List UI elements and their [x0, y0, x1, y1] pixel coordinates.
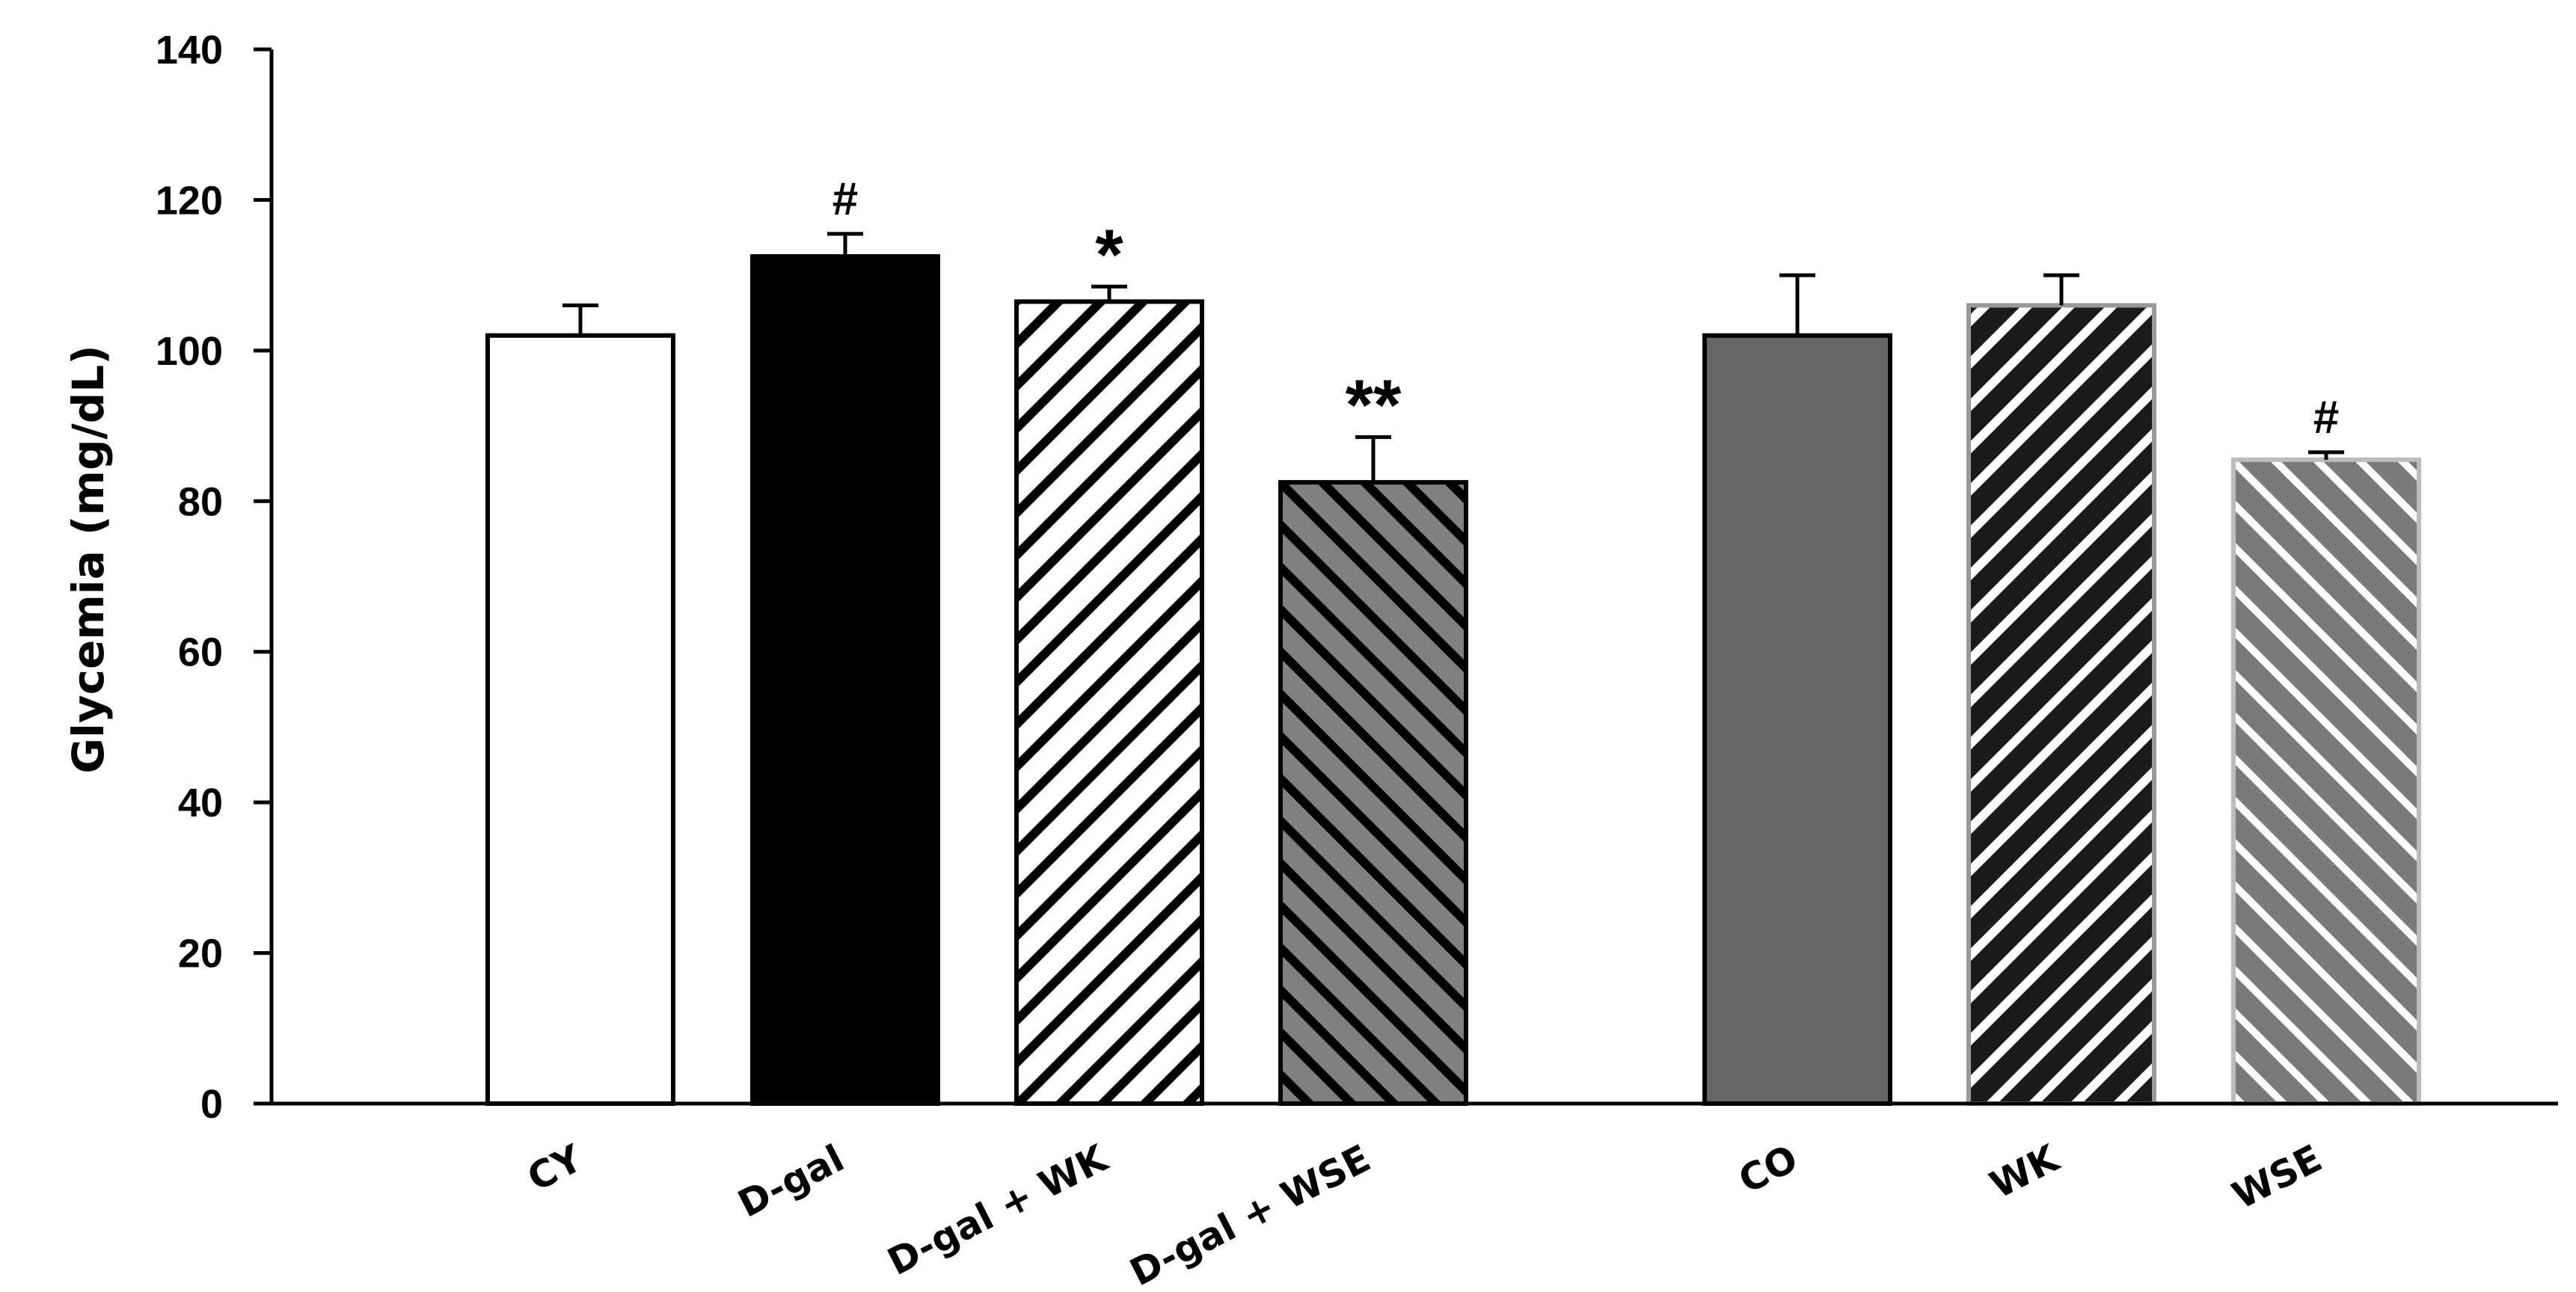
y-tick-label: 80 — [178, 479, 223, 524]
x-axis-labels: CY D-gal D-gal + WK D-gal + WSE CO WK WSE — [521, 1136, 2328, 1292]
y-tick-label: 140 — [156, 28, 223, 73]
error-bars — [562, 232, 2344, 483]
bar-cy — [485, 333, 675, 1107]
significance-mark: ** — [1346, 366, 1402, 446]
y-tick-label: 20 — [178, 932, 223, 976]
bar-d-gal — [750, 253, 940, 1107]
bar-wse — [2231, 457, 2421, 1106]
x-tick-label: D-gal + WK — [881, 1136, 1116, 1284]
x-tick-label: WK — [1983, 1136, 2067, 1207]
bars — [485, 253, 2421, 1107]
significance-mark: # — [832, 173, 858, 225]
x-tick-label: CO — [1732, 1136, 1805, 1202]
bar-d-gal-wk — [1014, 299, 1204, 1107]
significance-annotations: #*** # — [832, 173, 2339, 446]
y-tick-label: 0 — [200, 1082, 223, 1127]
bar-wk — [1966, 303, 2156, 1106]
y-tick-label: 40 — [178, 781, 223, 825]
x-tick-label: WSE — [2225, 1136, 2328, 1218]
significance-mark: # — [2313, 392, 2339, 443]
y-axis-label: Glycemia (mg/dL) — [63, 345, 114, 773]
y-tick-label: 100 — [156, 329, 223, 374]
bar-d-gal-wse — [1278, 480, 1468, 1106]
x-tick-label: D-gal + WSE — [1123, 1136, 1378, 1292]
y-axis: 0 20 40 60 80 100 120 140 — [156, 28, 272, 1127]
y-tick-label: 120 — [156, 178, 223, 223]
x-tick-label: D-gal — [732, 1136, 851, 1226]
y-tick-label: 60 — [178, 630, 223, 675]
x-tick-label: CY — [521, 1136, 589, 1200]
significance-mark: * — [1095, 215, 1123, 295]
bar-co — [1702, 333, 1892, 1107]
